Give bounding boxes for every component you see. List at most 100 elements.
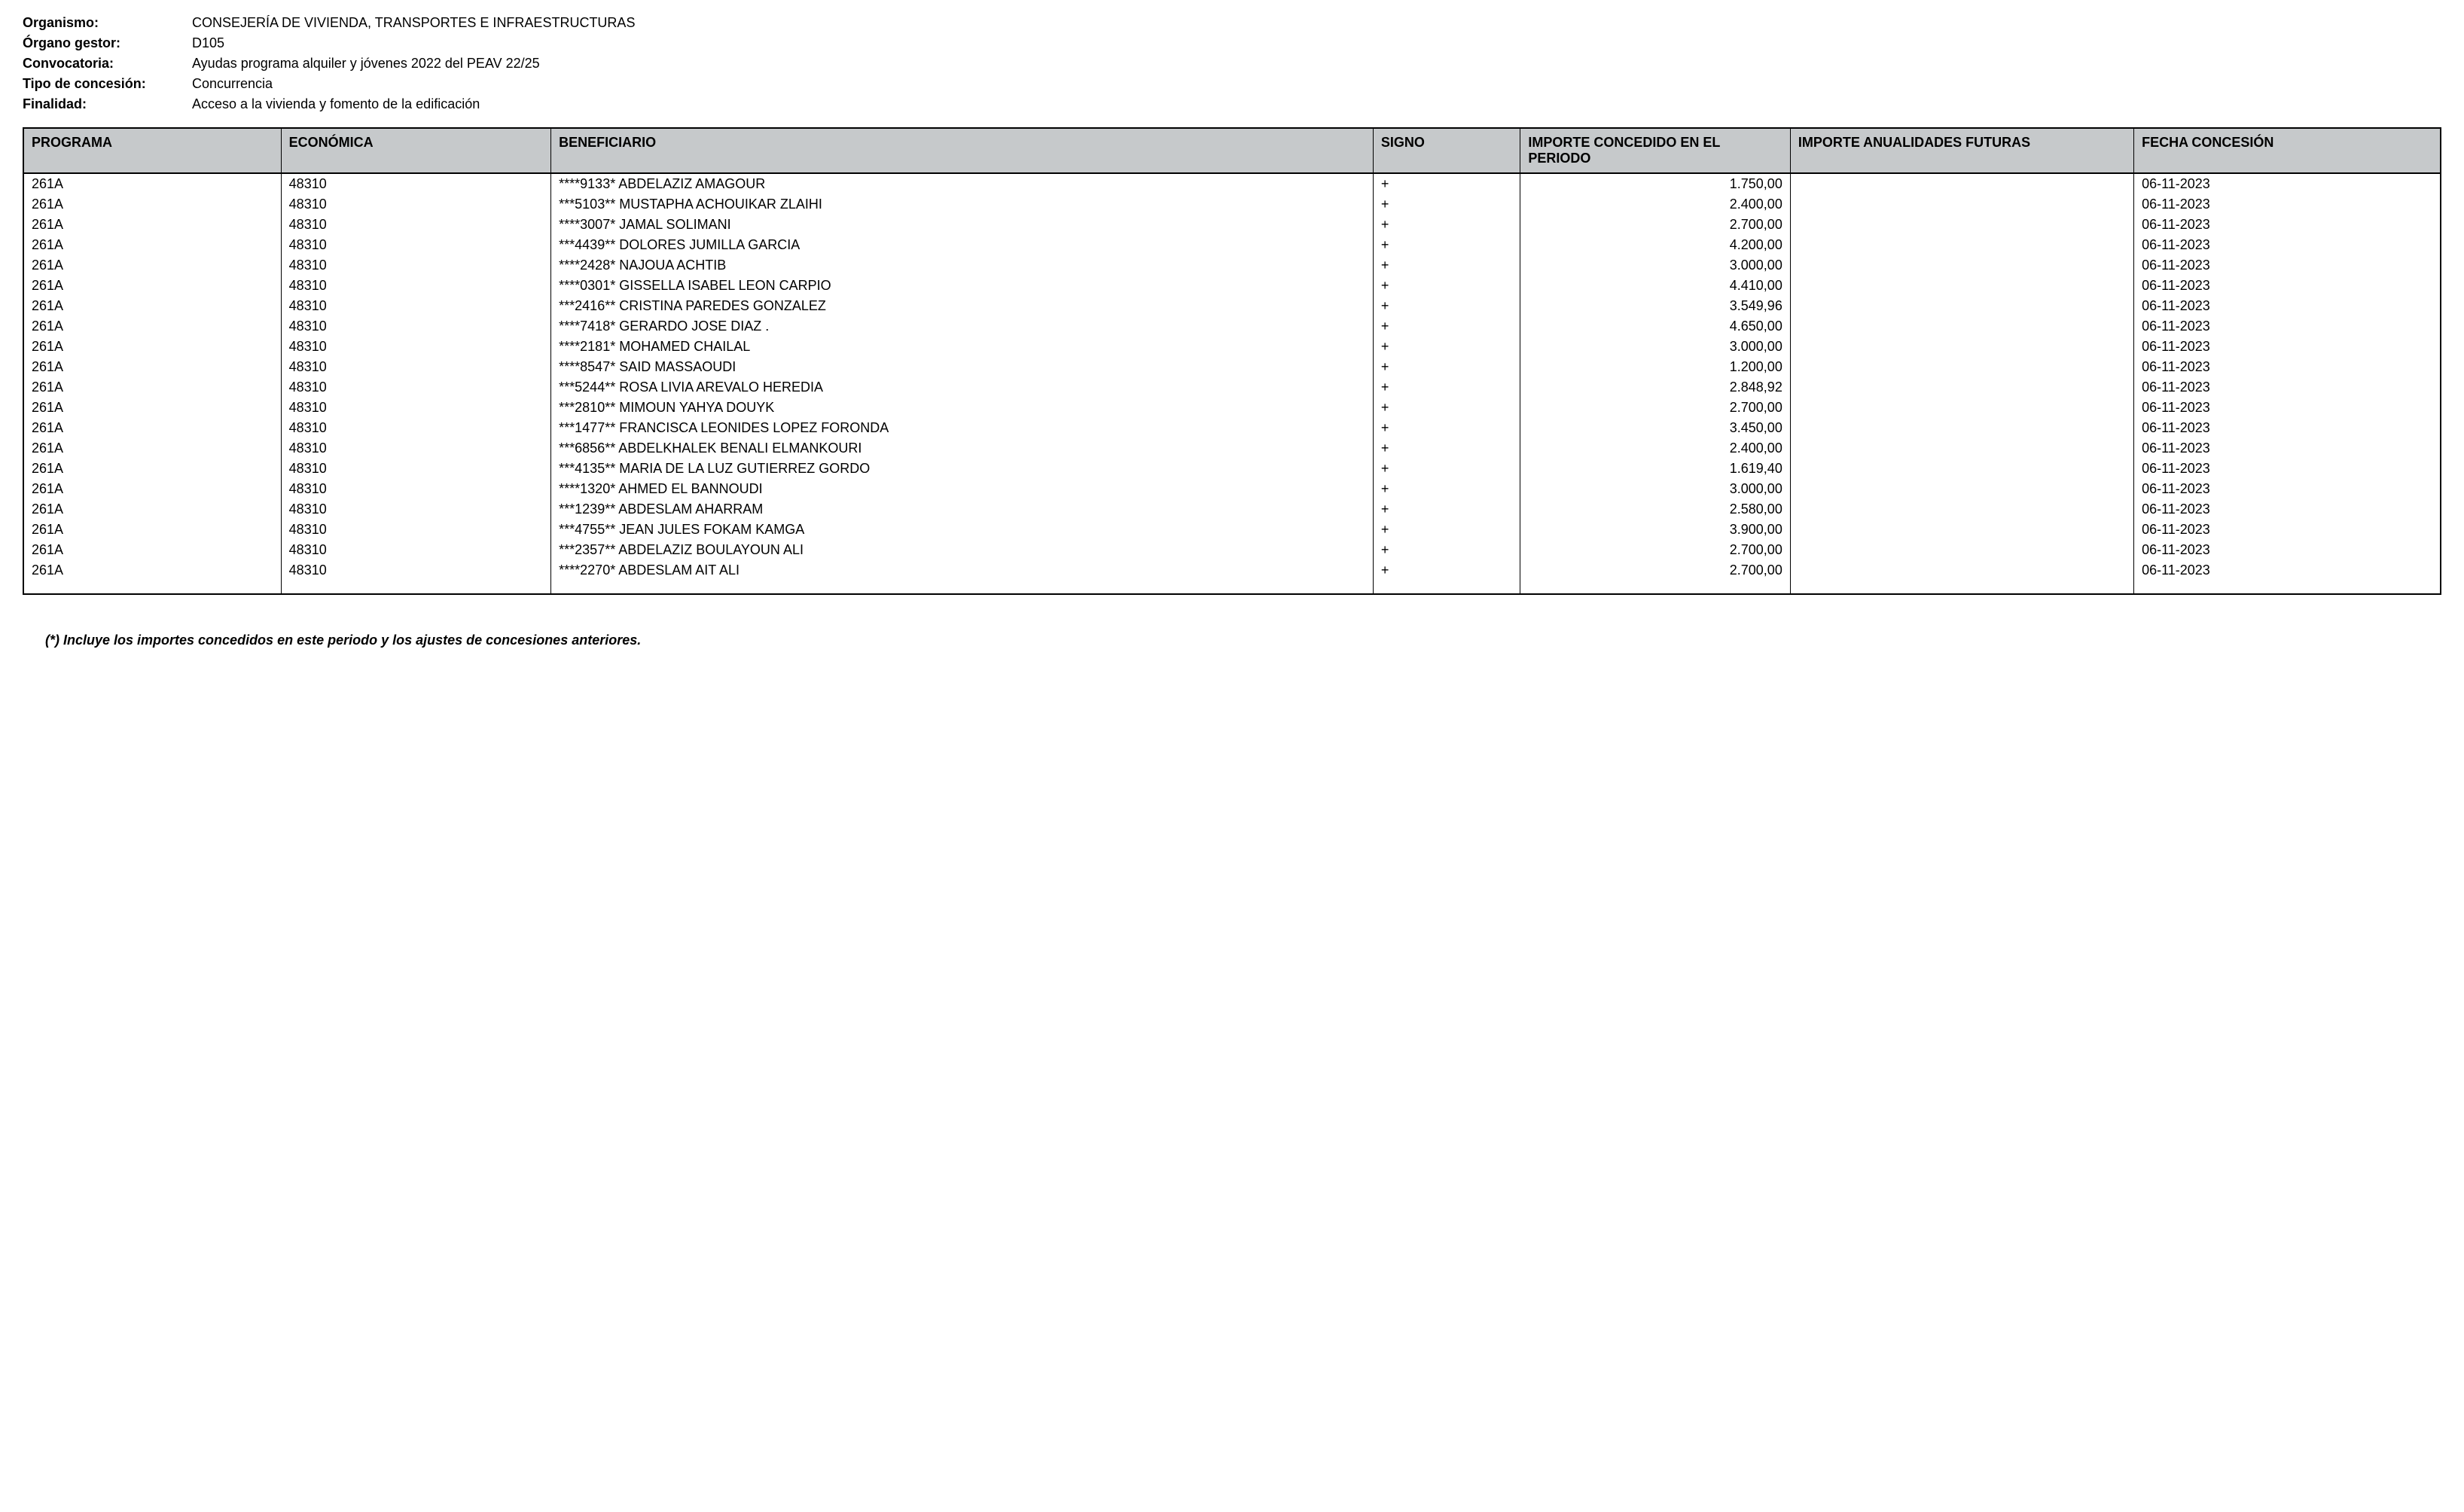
cell-fecha: 06-11-2023 — [2134, 398, 2441, 418]
cell-importe-concedido: 4.200,00 — [1520, 235, 1790, 255]
cell-economica: 48310 — [281, 540, 550, 560]
cell-programa: 261A — [23, 337, 281, 357]
table-body: 261A48310****9133* ABDELAZIZ AMAGOUR+1.7… — [23, 173, 2441, 594]
cell-programa: 261A — [23, 438, 281, 459]
cell-importe-futuras — [1790, 459, 2133, 479]
cell-signo: + — [1373, 235, 1520, 255]
tipo-concesion-label: Tipo de concesión: — [23, 76, 192, 92]
cell-beneficiario: ***2810** MIMOUN YAHYA DOUYK — [551, 398, 1374, 418]
table-row: 261A48310***6856** ABDELKHALEK BENALI EL… — [23, 438, 2441, 459]
cell-fecha: 06-11-2023 — [2134, 337, 2441, 357]
cell-beneficiario: ***2416** CRISTINA PAREDES GONZALEZ — [551, 296, 1374, 316]
cell-importe-futuras — [1790, 357, 2133, 377]
cell-beneficiario: ****7418* GERARDO JOSE DIAZ . — [551, 316, 1374, 337]
header-row-tipo-concesion: Tipo de concesión: Concurrencia — [23, 76, 2441, 92]
cell-signo: + — [1373, 296, 1520, 316]
cell-fecha: 06-11-2023 — [2134, 316, 2441, 337]
cell-importe-futuras — [1790, 316, 2133, 337]
table-row: 261A48310****2181* MOHAMED CHAILAL+3.000… — [23, 337, 2441, 357]
cell-beneficiario: ***5244** ROSA LIVIA AREVALO HEREDIA — [551, 377, 1374, 398]
table-row: 261A48310***4135** MARIA DE LA LUZ GUTIE… — [23, 459, 2441, 479]
cell-programa: 261A — [23, 173, 281, 194]
col-header-beneficiario: BENEFICIARIO — [551, 128, 1374, 173]
cell-beneficiario: ***2357** ABDELAZIZ BOULAYOUN ALI — [551, 540, 1374, 560]
cell-beneficiario: ***4135** MARIA DE LA LUZ GUTIERREZ GORD… — [551, 459, 1374, 479]
cell-importe-concedido: 1.750,00 — [1520, 173, 1790, 194]
cell-fecha: 06-11-2023 — [2134, 377, 2441, 398]
cell-beneficiario: ****8547* SAID MASSAOUDI — [551, 357, 1374, 377]
cell-beneficiario: ***4439** DOLORES JUMILLA GARCIA — [551, 235, 1374, 255]
cell-economica: 48310 — [281, 357, 550, 377]
cell-fecha: 06-11-2023 — [2134, 459, 2441, 479]
cell-importe-concedido: 4.650,00 — [1520, 316, 1790, 337]
table-row: 261A48310***4755** JEAN JULES FOKAM KAMG… — [23, 520, 2441, 540]
cell-importe-futuras — [1790, 235, 2133, 255]
cell-beneficiario: ****3007* JAMAL SOLIMANI — [551, 215, 1374, 235]
cell-programa: 261A — [23, 560, 281, 594]
cell-fecha: 06-11-2023 — [2134, 540, 2441, 560]
cell-importe-concedido: 4.410,00 — [1520, 276, 1790, 296]
convocatoria-label: Convocatoria: — [23, 56, 192, 72]
cell-economica: 48310 — [281, 296, 550, 316]
cell-programa: 261A — [23, 215, 281, 235]
cell-signo: + — [1373, 255, 1520, 276]
cell-beneficiario: ****2181* MOHAMED CHAILAL — [551, 337, 1374, 357]
cell-economica: 48310 — [281, 194, 550, 215]
cell-signo: + — [1373, 357, 1520, 377]
cell-signo: + — [1373, 377, 1520, 398]
cell-economica: 48310 — [281, 215, 550, 235]
col-header-programa: PROGRAMA — [23, 128, 281, 173]
cell-beneficiario: ****0301* GISSELLA ISABEL LEON CARPIO — [551, 276, 1374, 296]
cell-importe-concedido: 3.549,96 — [1520, 296, 1790, 316]
cell-beneficiario: ***5103** MUSTAPHA ACHOUIKAR ZLAIHI — [551, 194, 1374, 215]
cell-importe-concedido: 3.000,00 — [1520, 337, 1790, 357]
table-row: 261A48310****0301* GISSELLA ISABEL LEON … — [23, 276, 2441, 296]
cell-signo: + — [1373, 560, 1520, 594]
footnote-text: (*) Incluye los importes concedidos en e… — [23, 633, 2441, 648]
cell-importe-futuras — [1790, 255, 2133, 276]
cell-fecha: 06-11-2023 — [2134, 173, 2441, 194]
table-row: 261A48310***4439** DOLORES JUMILLA GARCI… — [23, 235, 2441, 255]
document-header: Organismo: CONSEJERÍA DE VIVIENDA, TRANS… — [23, 15, 2441, 112]
finalidad-value: Acceso a la vivienda y fomento de la edi… — [192, 96, 2441, 112]
cell-importe-concedido: 2.400,00 — [1520, 438, 1790, 459]
cell-fecha: 06-11-2023 — [2134, 418, 2441, 438]
cell-importe-concedido: 2.700,00 — [1520, 560, 1790, 594]
cell-importe-futuras — [1790, 520, 2133, 540]
cell-importe-futuras — [1790, 438, 2133, 459]
cell-economica: 48310 — [281, 560, 550, 594]
cell-importe-concedido: 2.580,00 — [1520, 499, 1790, 520]
cell-programa: 261A — [23, 520, 281, 540]
cell-programa: 261A — [23, 377, 281, 398]
cell-importe-futuras — [1790, 499, 2133, 520]
cell-importe-futuras — [1790, 377, 2133, 398]
cell-beneficiario: ***1477** FRANCISCA LEONIDES LOPEZ FORON… — [551, 418, 1374, 438]
table-row: 261A48310****9133* ABDELAZIZ AMAGOUR+1.7… — [23, 173, 2441, 194]
cell-economica: 48310 — [281, 337, 550, 357]
cell-fecha: 06-11-2023 — [2134, 235, 2441, 255]
cell-signo: + — [1373, 520, 1520, 540]
table-row: 261A48310****7418* GERARDO JOSE DIAZ .+4… — [23, 316, 2441, 337]
cell-importe-futuras — [1790, 560, 2133, 594]
cell-importe-concedido: 2.700,00 — [1520, 398, 1790, 418]
cell-programa: 261A — [23, 398, 281, 418]
cell-programa: 261A — [23, 357, 281, 377]
cell-economica: 48310 — [281, 438, 550, 459]
cell-beneficiario: ***1239** ABDESLAM AHARRAM — [551, 499, 1374, 520]
table-row: 261A48310****2270* ABDESLAM AIT ALI+2.70… — [23, 560, 2441, 594]
cell-beneficiario: ****2428* NAJOUA ACHTIB — [551, 255, 1374, 276]
cell-programa: 261A — [23, 418, 281, 438]
table-row: 261A48310****2428* NAJOUA ACHTIB+3.000,0… — [23, 255, 2441, 276]
table-row: 261A48310***1239** ABDESLAM AHARRAM+2.58… — [23, 499, 2441, 520]
cell-fecha: 06-11-2023 — [2134, 560, 2441, 594]
col-header-fecha: FECHA CONCESIÓN — [2134, 128, 2441, 173]
cell-signo: + — [1373, 215, 1520, 235]
organismo-value: CONSEJERÍA DE VIVIENDA, TRANSPORTES E IN… — [192, 15, 2441, 31]
cell-importe-concedido: 2.700,00 — [1520, 540, 1790, 560]
table-row: 261A48310***2416** CRISTINA PAREDES GONZ… — [23, 296, 2441, 316]
cell-fecha: 06-11-2023 — [2134, 357, 2441, 377]
cell-fecha: 06-11-2023 — [2134, 194, 2441, 215]
cell-signo: + — [1373, 438, 1520, 459]
header-row-organismo: Organismo: CONSEJERÍA DE VIVIENDA, TRANS… — [23, 15, 2441, 31]
table-row: 261A48310***1477** FRANCISCA LEONIDES LO… — [23, 418, 2441, 438]
